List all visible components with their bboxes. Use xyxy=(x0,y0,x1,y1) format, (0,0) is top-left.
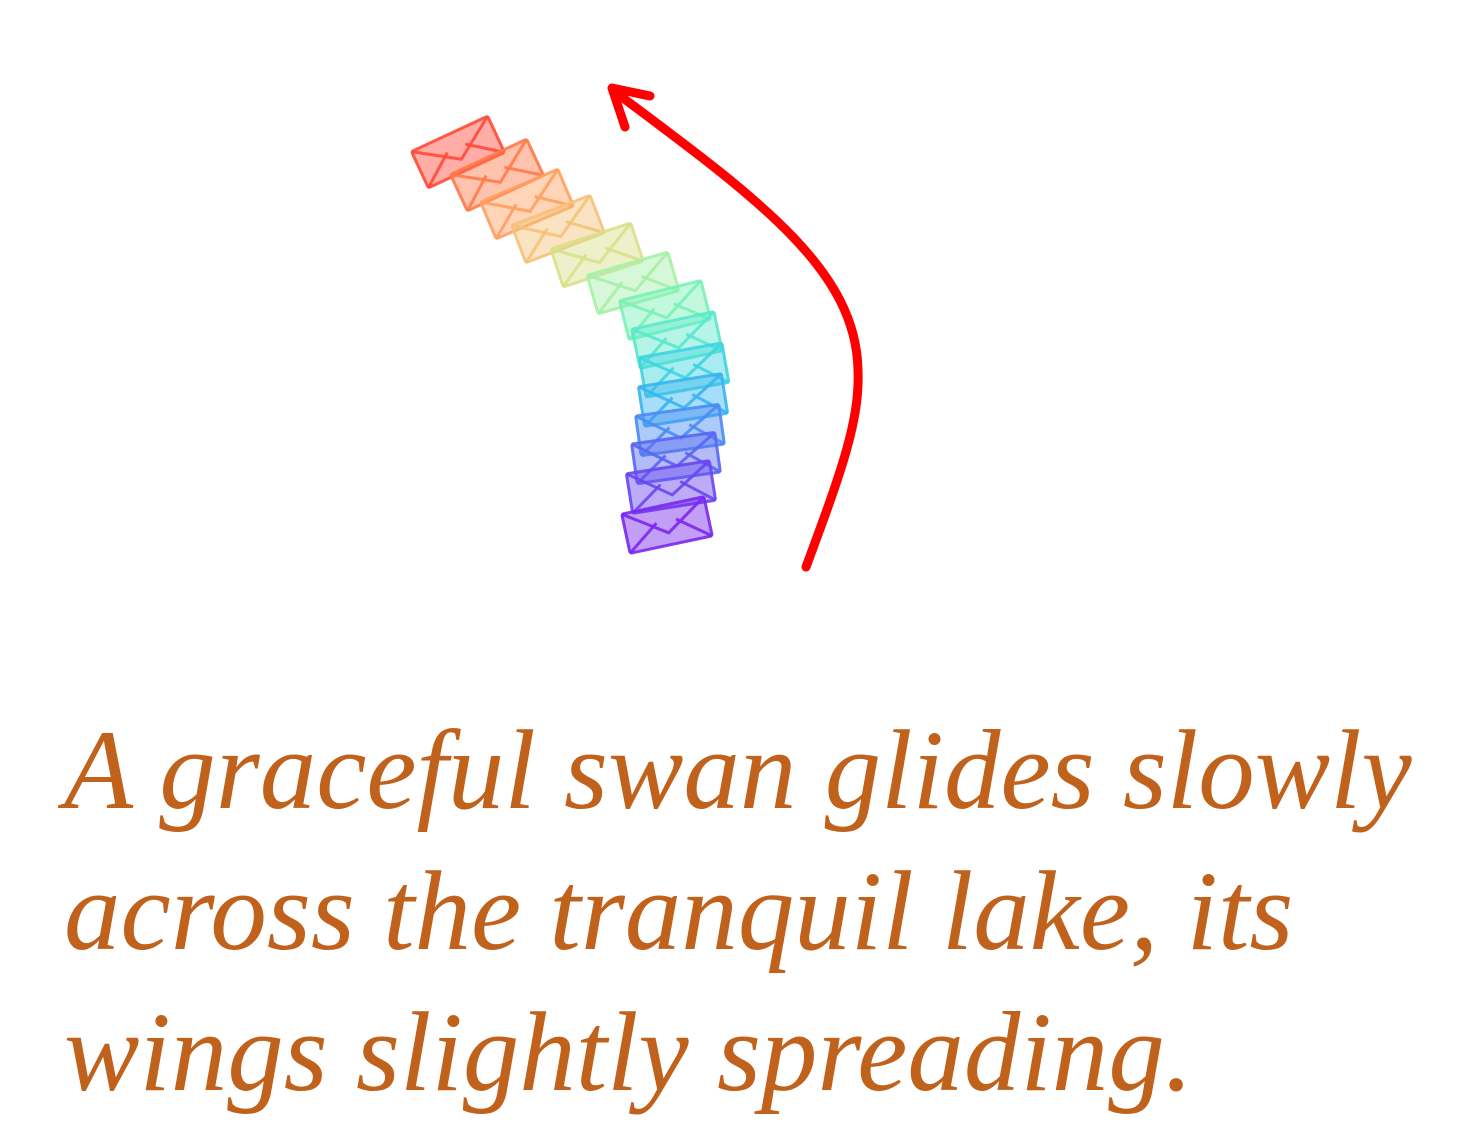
motion-arrow xyxy=(607,83,863,572)
motion-scene xyxy=(409,83,863,572)
caption-text: A graceful swan glides slowly across the… xyxy=(64,708,1412,1115)
arrow-head-icon xyxy=(607,83,655,132)
arrow-curve xyxy=(610,87,863,572)
envelope-trail xyxy=(409,114,731,555)
